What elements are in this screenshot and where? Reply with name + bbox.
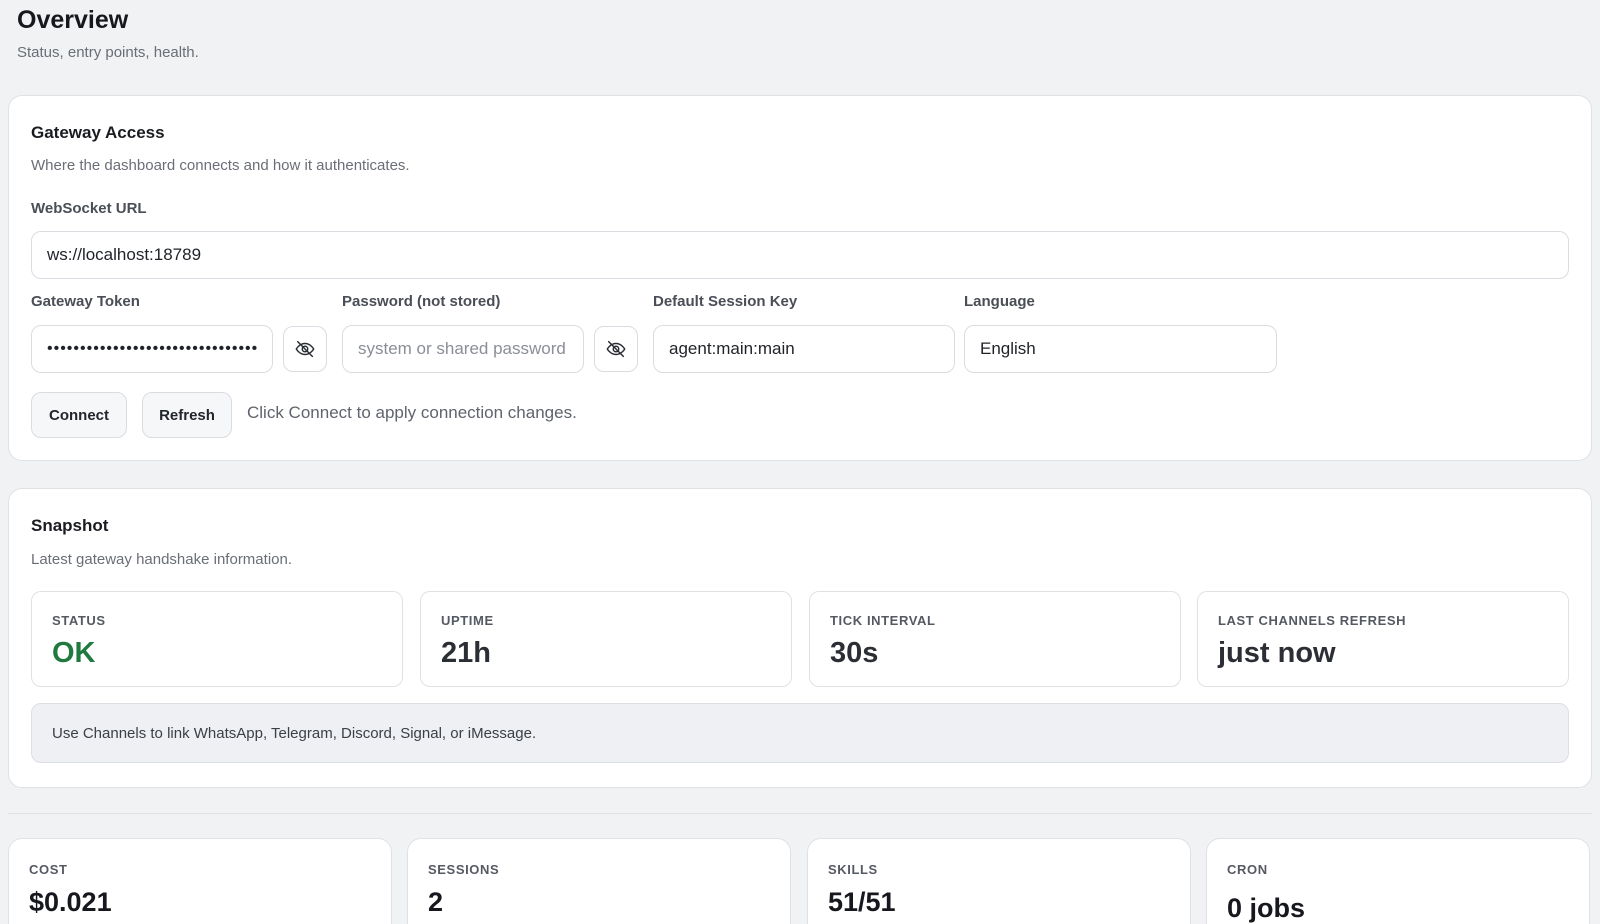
stat-label: TICK INTERVAL (830, 613, 936, 628)
metric-cost-card: COST $0.021 (8, 838, 392, 924)
stat-label: LAST CHANNELS REFRESH (1218, 613, 1407, 628)
metric-value: 0 jobs (1227, 893, 1306, 923)
snapshot-subtitle: Latest gateway handshake information. (31, 551, 292, 568)
toggle-password-visibility-button[interactable] (594, 326, 638, 372)
password-input[interactable]: system or shared password (342, 325, 584, 373)
metric-label: CRON (1227, 862, 1268, 877)
gateway-access-card: Gateway Access Where the dashboard conne… (8, 95, 1592, 461)
stat-tick-interval: TICK INTERVAL 30s (809, 591, 1181, 687)
gateway-access-subtitle: Where the dashboard connects and how it … (31, 157, 410, 174)
gateway-access-title: Gateway Access (31, 123, 165, 142)
stat-value: 21h (441, 637, 491, 669)
session-key-label: Default Session Key (653, 293, 798, 310)
stat-uptime: UPTIME 21h (420, 591, 792, 687)
refresh-button[interactable]: Refresh (142, 392, 232, 438)
snapshot-title: Snapshot (31, 516, 109, 535)
metric-skills-card: SKILLS 51/51 (807, 838, 1191, 924)
page-subtitle: Status, entry points, health. (17, 44, 199, 61)
websocket-url-input[interactable]: ws://localhost:18789 (31, 231, 1569, 279)
language-select[interactable]: English (964, 325, 1277, 373)
metric-label: SESSIONS (428, 862, 500, 877)
metric-label: COST (29, 862, 68, 877)
metric-value: 51/51 (828, 887, 896, 917)
metric-sessions-card: SESSIONS 2 (407, 838, 791, 924)
page-title: Overview (17, 6, 129, 34)
metric-value: $0.021 (29, 887, 112, 917)
eye-off-icon (606, 340, 626, 358)
metric-cron-card: CRON 0 jobs (1206, 838, 1590, 924)
stat-value: OK (52, 637, 96, 669)
gateway-token-input[interactable]: •••••••••••••••••••••••••••••••• (31, 325, 273, 373)
connect-button[interactable]: Connect (31, 392, 127, 438)
websocket-url-label: WebSocket URL (31, 200, 147, 217)
toggle-token-visibility-button[interactable] (283, 326, 327, 372)
connect-hint: Click Connect to apply connection change… (247, 403, 577, 422)
language-label: Language (964, 293, 1035, 310)
eye-off-icon (295, 340, 315, 358)
snapshot-card: Snapshot Latest gateway handshake inform… (8, 488, 1592, 788)
stat-label: UPTIME (441, 613, 494, 628)
metric-label: SKILLS (828, 862, 878, 877)
gateway-token-label: Gateway Token (31, 293, 140, 310)
session-key-input[interactable]: agent:main:main (653, 325, 955, 373)
stat-last-channels-refresh: LAST CHANNELS REFRESH just now (1197, 591, 1569, 687)
password-label: Password (not stored) (342, 293, 501, 310)
stat-status: STATUS OK (31, 591, 403, 687)
section-divider (8, 813, 1592, 814)
stat-value: just now (1218, 637, 1336, 669)
stat-value: 30s (830, 637, 879, 669)
stat-label: STATUS (52, 613, 106, 628)
channels-banner: Use Channels to link WhatsApp, Telegram,… (31, 703, 1569, 763)
metric-value: 2 (428, 887, 444, 917)
